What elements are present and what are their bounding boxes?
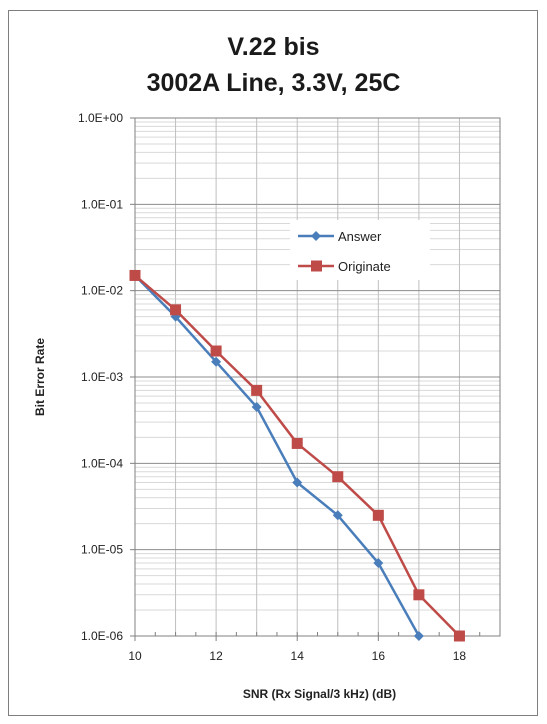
data-point-diamond: [292, 477, 303, 488]
x-tick-label: 16: [372, 649, 386, 663]
data-point-diamond: [413, 631, 424, 641]
y-tick-label: 1.0E-04: [81, 456, 123, 470]
chart-series: [129, 269, 465, 642]
series-answer: [130, 270, 424, 641]
data-point-square: [332, 471, 344, 483]
legend-marker-diamond: [311, 231, 321, 241]
x-tick-label: 12: [209, 649, 223, 663]
chart-grid: [135, 117, 500, 637]
data-point-square: [372, 509, 384, 521]
data-point-square: [129, 269, 141, 281]
y-tick-label: 1.0E-06: [81, 629, 123, 643]
data-point-diamond: [332, 510, 343, 521]
data-point-square: [453, 630, 465, 642]
x-axis-title: SNR (Rx Signal/3 kHz) (dB): [243, 687, 396, 701]
data-point-diamond: [211, 356, 222, 367]
data-point-diamond: [373, 558, 384, 569]
y-tick-label: 1.0E-03: [81, 370, 123, 384]
y-tick-label: 1.0E-01: [81, 197, 123, 211]
y-tick-label: 1.0E-02: [81, 284, 123, 298]
data-point-square: [251, 384, 263, 396]
legend-label: Answer: [338, 229, 382, 244]
chart-title-line-2: 3002A Line, 3.3V, 25C: [146, 69, 401, 97]
axis-ticks: 1.0E+00 1.0E-01 1.0E-02 1.0E-03 1.0E-04 1.0E-…: [78, 111, 501, 663]
y-tick-label: 1.0E-05: [81, 543, 123, 557]
chart-frame: [8, 10, 538, 716]
x-tick-label: 10: [128, 649, 142, 663]
x-tick-label: 14: [291, 649, 305, 663]
chart-legend: Answer Originate: [290, 220, 430, 280]
x-tick-label: 18: [453, 649, 467, 663]
data-point-diamond: [251, 401, 262, 412]
data-point-square: [170, 304, 182, 316]
data-point-square: [291, 437, 303, 449]
data-point-square: [413, 589, 425, 601]
legend-label: Originate: [338, 259, 391, 274]
y-tick-label: 1.0E+00: [78, 111, 123, 125]
legend-marker-square: [311, 260, 322, 272]
chart-title-line-1: V.22 bis: [227, 33, 320, 61]
y-axis-title: Bit Error Rate: [33, 338, 47, 416]
series-originate: [129, 269, 465, 642]
series-line: [134, 274, 420, 637]
data-point-square: [210, 345, 222, 357]
